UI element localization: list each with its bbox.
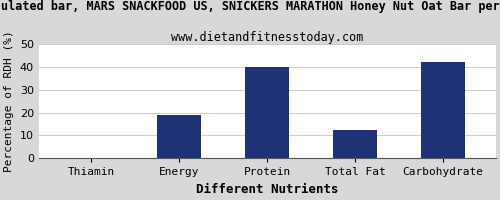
Y-axis label: Percentage of RDH (%): Percentage of RDH (%) [4,30,14,172]
Bar [333,130,377,158]
Bar [158,115,202,158]
Bar [421,62,465,158]
Bar [246,67,289,158]
Text: ulated bar, MARS SNACKFOOD US, SNICKERS MARATHON Honey Nut Oat Bar per: ulated bar, MARS SNACKFOOD US, SNICKERS … [0,0,500,13]
Title: www.dietandfitnesstoday.com: www.dietandfitnesstoday.com [171,31,364,44]
X-axis label: Different Nutrients: Different Nutrients [196,183,338,196]
